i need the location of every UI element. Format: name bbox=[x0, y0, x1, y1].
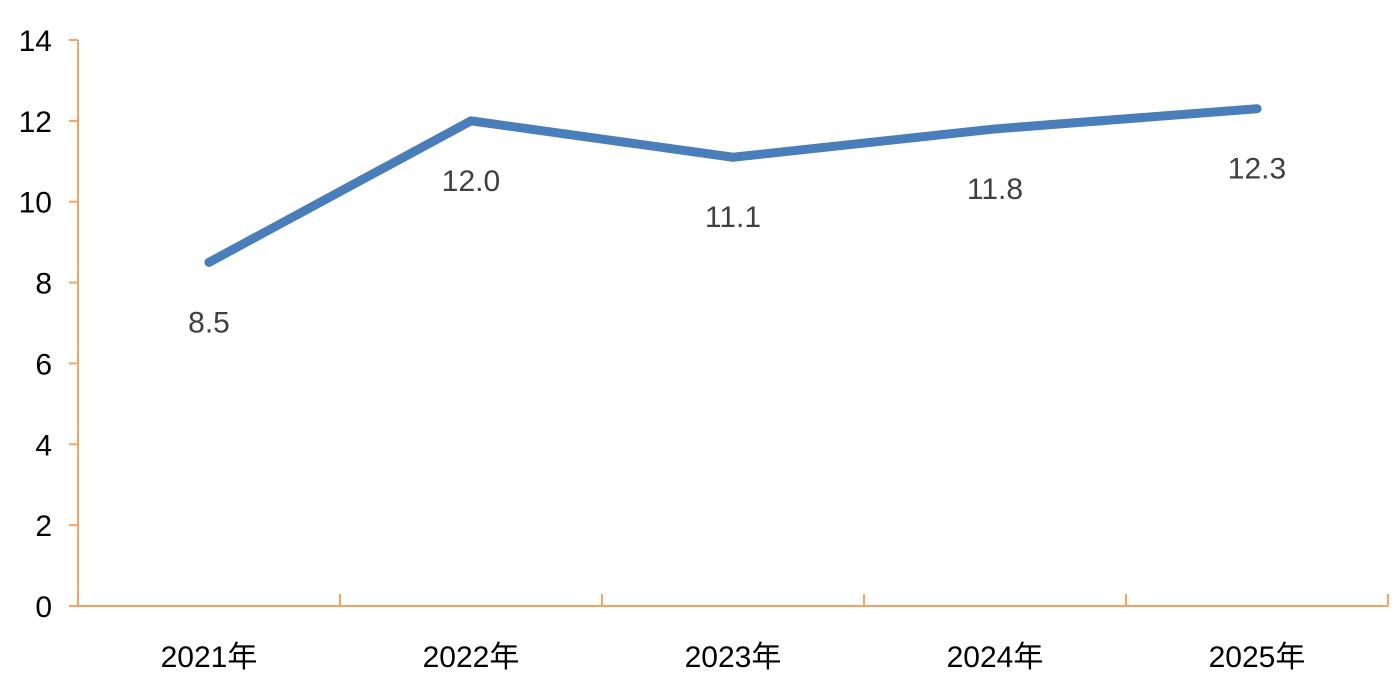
data-point bbox=[728, 152, 738, 162]
data-point bbox=[466, 116, 476, 126]
y-tick-label: 0 bbox=[35, 591, 52, 624]
x-axis-ticks: 2021年 2022年 2023年 2024年 2025年 bbox=[161, 594, 1389, 674]
data-labels: 8.5 12.0 11.1 11.8 12.3 bbox=[188, 153, 1286, 340]
data-point bbox=[204, 257, 214, 267]
data-label: 12.0 bbox=[442, 165, 500, 198]
y-tick-label: 6 bbox=[35, 348, 52, 381]
data-point bbox=[990, 124, 1000, 134]
y-tick-label: 12 bbox=[19, 106, 52, 139]
data-label: 12.3 bbox=[1228, 153, 1286, 186]
axes bbox=[77, 40, 1388, 607]
data-label: 8.5 bbox=[188, 306, 230, 339]
y-tick-label: 8 bbox=[35, 268, 52, 301]
data-label: 11.8 bbox=[967, 173, 1023, 206]
x-tick-label: 2022年 bbox=[423, 641, 520, 674]
data-label: 11.1 bbox=[705, 201, 761, 234]
series-line bbox=[204, 104, 1262, 267]
x-tick-label: 2024年 bbox=[947, 641, 1044, 674]
x-tick-label: 2025年 bbox=[1209, 641, 1306, 674]
y-tick-label: 4 bbox=[35, 429, 52, 462]
y-tick-label: 14 bbox=[19, 25, 52, 58]
series-group bbox=[204, 104, 1262, 267]
x-tick-label: 2023年 bbox=[685, 641, 782, 674]
y-tick-label: 2 bbox=[35, 510, 52, 543]
y-tick-label: 10 bbox=[19, 187, 52, 220]
x-tick-label: 2021年 bbox=[161, 641, 258, 674]
y-axis-ticks: 0 2 4 6 8 10 12 14 bbox=[19, 25, 78, 624]
data-point bbox=[1252, 104, 1262, 114]
